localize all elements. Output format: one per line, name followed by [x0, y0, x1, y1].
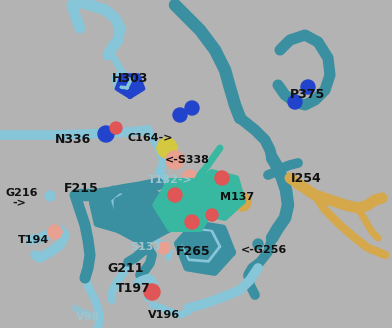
Text: T197: T197	[116, 282, 151, 295]
Text: C164->: C164->	[128, 133, 174, 143]
Text: F215: F215	[64, 182, 99, 195]
Circle shape	[45, 191, 55, 201]
Polygon shape	[180, 229, 220, 261]
Text: T132->: T132->	[148, 175, 193, 185]
Circle shape	[185, 215, 199, 229]
Text: <-G256: <-G256	[241, 245, 287, 255]
Polygon shape	[117, 187, 169, 243]
Polygon shape	[178, 224, 232, 273]
Text: F265: F265	[176, 245, 211, 258]
Circle shape	[215, 171, 229, 185]
Circle shape	[158, 242, 170, 254]
Circle shape	[144, 284, 160, 300]
Polygon shape	[117, 75, 143, 97]
Circle shape	[48, 225, 62, 239]
Circle shape	[166, 151, 184, 169]
Text: G211: G211	[107, 262, 143, 275]
Polygon shape	[113, 191, 147, 219]
Circle shape	[110, 122, 122, 134]
Circle shape	[168, 188, 182, 202]
Circle shape	[182, 170, 198, 186]
Text: T194: T194	[18, 235, 49, 245]
Circle shape	[157, 138, 177, 158]
Circle shape	[206, 209, 218, 221]
Circle shape	[233, 193, 251, 211]
Text: H303: H303	[112, 72, 149, 85]
Polygon shape	[92, 188, 144, 232]
Polygon shape	[155, 181, 215, 229]
Text: V98: V98	[76, 312, 100, 322]
Polygon shape	[113, 71, 132, 88]
Text: <-S338: <-S338	[165, 155, 210, 165]
Text: M137: M137	[220, 192, 254, 202]
Text: S133: S133	[130, 242, 161, 252]
Text: V196: V196	[148, 310, 180, 320]
Text: P375: P375	[290, 88, 325, 101]
Text: ->: ->	[12, 198, 26, 208]
Polygon shape	[193, 172, 243, 218]
Text: G216: G216	[6, 188, 38, 198]
Circle shape	[288, 95, 302, 109]
Circle shape	[301, 80, 315, 94]
Circle shape	[98, 126, 114, 142]
Text: I254: I254	[291, 172, 322, 185]
Circle shape	[185, 101, 199, 115]
Circle shape	[253, 239, 263, 249]
Text: N336: N336	[55, 133, 91, 146]
Circle shape	[173, 108, 187, 122]
